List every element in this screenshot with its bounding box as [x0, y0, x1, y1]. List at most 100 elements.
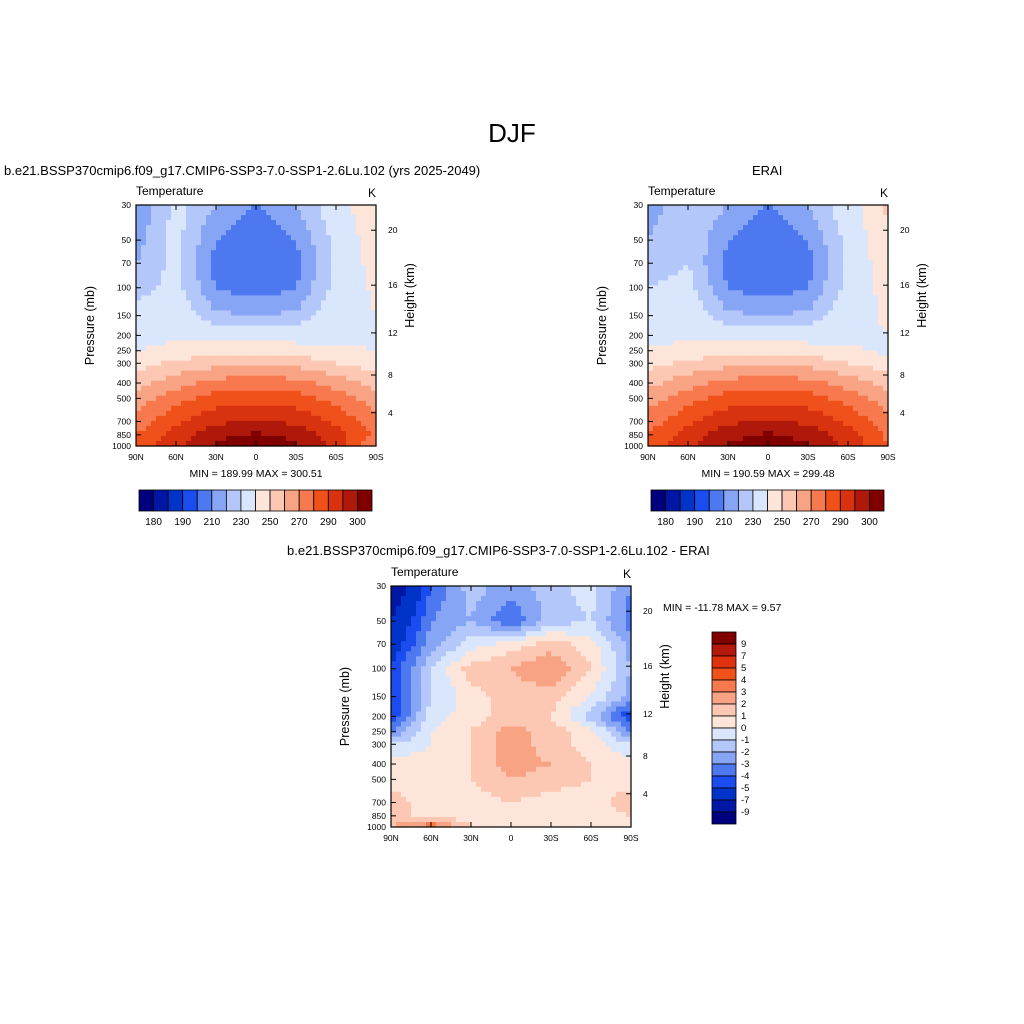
model-field-cell: [316, 315, 322, 322]
model-field-cell: [171, 285, 177, 291]
obs-field-cell: [838, 440, 844, 447]
obs-field-cell: [763, 260, 769, 266]
model-field-cell: [226, 435, 232, 442]
diff-field-cell: [566, 586, 572, 592]
obs-field-cell: [823, 290, 829, 296]
obs-field-cell: [793, 345, 799, 352]
model-field-cell: [226, 230, 232, 236]
obs-field-cell: [753, 225, 759, 231]
model-field-cell: [266, 335, 272, 342]
obs-field-cell: [873, 300, 879, 307]
model-colorbar-label: 230: [233, 517, 250, 528]
model-field-cell: [141, 295, 147, 301]
obs-field-cell: [723, 225, 729, 231]
obs-field-cell: [873, 340, 879, 347]
obs-field-cell: [778, 400, 784, 407]
model-field-cell: [251, 285, 257, 291]
model-field-cell: [291, 400, 297, 407]
obs-field-cell: [653, 215, 659, 221]
model-colorbar-swatch: [138, 489, 154, 512]
model-field-cell: [306, 225, 312, 231]
obs-field-cell: [753, 350, 759, 357]
obs-field-cell: [833, 370, 839, 377]
model-field-cell: [341, 205, 347, 211]
model-field-cell: [176, 395, 182, 402]
obs-field-cell: [658, 220, 664, 226]
obs-field-cell: [678, 290, 684, 296]
model-field-cell: [281, 230, 287, 236]
model-field-cell: [311, 340, 317, 347]
obs-field-cell: [833, 225, 839, 231]
obs-field-cell: [728, 295, 734, 301]
obs-field-cell: [748, 205, 754, 211]
obs-field-cell: [738, 375, 744, 382]
obs-field-cell: [843, 340, 849, 347]
obs-field-cell: [813, 255, 819, 261]
diff-field-cell: [521, 601, 527, 607]
model-field-cell: [321, 305, 327, 312]
obs-field-cell: [878, 315, 884, 322]
obs-field-cell: [798, 365, 804, 372]
obs-field-cell: [828, 380, 834, 387]
model-field-cell: [221, 365, 227, 372]
model-field-cell: [361, 350, 367, 357]
obs-field-cell: [703, 420, 709, 427]
obs-field-cell: [733, 255, 739, 261]
diff-field-cell: [556, 586, 562, 592]
model-field-cell: [361, 405, 367, 412]
obs-field-cell: [808, 215, 814, 221]
model-field-cell: [276, 255, 282, 261]
obs-field-cell: [748, 400, 754, 407]
model-field-cell: [326, 210, 332, 216]
model-field-cell: [151, 415, 157, 422]
obs-field-cell: [843, 280, 849, 286]
obs-field-cell: [773, 215, 779, 221]
obs-field-cell: [688, 415, 694, 422]
obs-field-cell: [723, 385, 729, 392]
obs-field-cell: [748, 325, 754, 332]
model-field-cell: [166, 250, 172, 256]
obs-field-cell: [653, 225, 659, 231]
model-field-cell: [351, 250, 357, 256]
obs-field-cell: [883, 425, 889, 432]
obs-field-cell: [663, 235, 669, 241]
model-field-cell: [291, 320, 297, 327]
obs-field-cell: [838, 410, 844, 417]
model-field-cell: [176, 275, 182, 281]
model-field-cell: [321, 395, 327, 402]
obs-field-cell: [878, 330, 884, 337]
model-field-cell: [321, 415, 327, 422]
obs-field-cell: [648, 225, 654, 231]
obs-field-cell: [853, 250, 859, 256]
obs-field-cell: [723, 400, 729, 407]
obs-field-cell: [823, 265, 829, 271]
obs-field-cell: [843, 370, 849, 377]
model-field-cell: [211, 225, 217, 231]
model-field-cell: [371, 395, 377, 402]
obs-field-cell: [873, 250, 879, 256]
model-field-cell: [241, 260, 247, 266]
model-field-cell: [221, 350, 227, 357]
obs-field-cell: [863, 345, 869, 352]
model-field-cell: [246, 240, 252, 246]
obs-field-cell: [848, 440, 854, 447]
obs-field-cell: [728, 300, 734, 307]
model-field-cell: [311, 345, 317, 352]
obs-field-cell: [733, 275, 739, 281]
model-field-cell: [316, 380, 322, 387]
obs-field-cell: [863, 275, 869, 281]
obs-field-cell: [843, 245, 849, 251]
obs-field-cell: [648, 220, 654, 226]
obs-field-cell: [648, 245, 654, 251]
diff-field-cell: [591, 586, 597, 592]
model-field-cell: [161, 375, 167, 382]
obs-field-cell: [733, 345, 739, 352]
model-field-cell: [276, 370, 282, 377]
model-field-cell: [216, 425, 222, 432]
obs-field-cell: [823, 285, 829, 291]
model-field-cell: [151, 355, 157, 362]
model-field-cell: [301, 380, 307, 387]
obs-field-cell: [833, 260, 839, 266]
model-field-cell: [136, 240, 142, 246]
obs-field-cell: [728, 370, 734, 377]
